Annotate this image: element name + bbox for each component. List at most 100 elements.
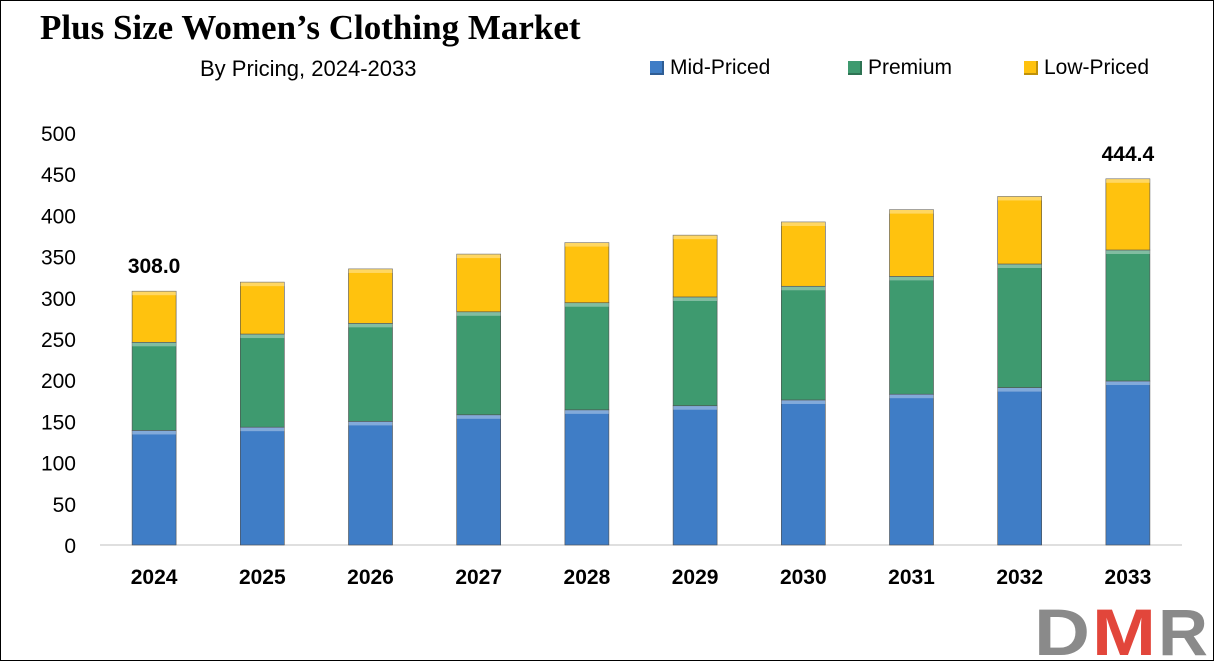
x-tick-label-2024: 2024 <box>131 566 178 589</box>
svg-text:D: D <box>1034 599 1090 659</box>
bar-highlight-low-priced-2030 <box>781 221 826 226</box>
x-tick-label-2033: 2033 <box>1105 566 1152 589</box>
x-tick-label-2025: 2025 <box>239 566 286 589</box>
bar-premium-2029 <box>672 296 718 407</box>
bar-premium-2025 <box>240 333 285 428</box>
y-tick-label-450: 450 <box>41 164 76 187</box>
bar-highlight-mid-priced-2029 <box>673 405 718 410</box>
bar-mid-priced-2031 <box>889 393 934 546</box>
bar-highlight-low-priced-2026 <box>348 268 393 273</box>
bar-premium-2028 <box>564 302 610 411</box>
bar-highlight-mid-priced-2033 <box>1105 381 1150 386</box>
bar-highlight-premium-2029 <box>673 296 718 301</box>
bar-highlight-low-priced-2024 <box>132 291 177 296</box>
bar-mid-priced-2029 <box>672 405 718 546</box>
legend-label-premium: Premium <box>868 56 953 79</box>
bar-highlight-low-priced-2028 <box>564 242 609 247</box>
legend-swatch-low-priced <box>1024 61 1038 75</box>
bar-mid-priced-2033 <box>1105 380 1151 546</box>
bar-mid-priced-2030 <box>780 399 826 546</box>
y-tick-label-250: 250 <box>41 329 76 352</box>
bar-low-priced-2028 <box>564 242 610 304</box>
bar-highlight-low-priced-2031 <box>889 209 934 214</box>
bar-highlight-mid-priced-2031 <box>889 394 934 399</box>
legend-label-low-priced: Low-Priced <box>1044 56 1150 79</box>
bar-highlight-low-priced-2029 <box>673 235 718 240</box>
bar-mid-priced-2032 <box>997 387 1043 546</box>
bar-highlight-mid-priced-2032 <box>997 387 1042 392</box>
bar-mid-priced-2028 <box>564 409 610 546</box>
bar-low-priced-2027 <box>456 253 502 313</box>
bar-mid-priced-2025 <box>240 426 285 546</box>
bar-highlight-premium-2028 <box>564 302 609 307</box>
bar-low-priced-2024 <box>131 290 177 343</box>
bar-highlight-mid-priced-2027 <box>456 414 501 419</box>
bar-low-priced-2026 <box>348 268 393 324</box>
bar-highlight-premium-2032 <box>997 264 1042 269</box>
bar-highlight-premium-2027 <box>456 311 501 316</box>
legend-item-premium: Premium <box>848 56 952 80</box>
chart-title: Plus Size Women’s Clothing Market <box>40 8 581 47</box>
bar-mid-priced-2027 <box>456 414 502 546</box>
y-tick-label-350: 350 <box>41 247 76 270</box>
x-tick-label-2032: 2032 <box>996 566 1043 589</box>
y-tick-label-0: 0 <box>64 535 76 558</box>
x-tick-label-2028: 2028 <box>564 566 611 589</box>
bar-mid-priced-2026 <box>348 421 393 546</box>
bar-highlight-low-priced-2027 <box>456 254 501 259</box>
y-tick-label-200: 200 <box>41 370 76 393</box>
bar-highlight-premium-2026 <box>348 323 393 328</box>
x-tick-label-2029: 2029 <box>672 566 719 589</box>
bar-highlight-premium-2030 <box>781 286 826 291</box>
bar-highlight-mid-priced-2025 <box>240 427 285 432</box>
x-tick-label-2030: 2030 <box>780 566 827 589</box>
bar-premium-2031 <box>889 276 934 395</box>
bar-low-priced-2025 <box>240 281 285 335</box>
bar-highlight-mid-priced-2024 <box>132 430 177 435</box>
bar-highlight-mid-priced-2026 <box>348 421 393 426</box>
legend-item-mid-priced: Mid-Priced <box>650 56 770 80</box>
bar-low-priced-2033 <box>1105 178 1151 251</box>
bar-premium-2030 <box>780 285 826 401</box>
legend-swatch-premium <box>848 61 862 75</box>
svg-text:R: R <box>1158 599 1208 659</box>
bar-low-priced-2032 <box>997 196 1043 265</box>
y-tick-label-100: 100 <box>41 453 76 476</box>
bar-highlight-premium-2033 <box>1105 250 1150 255</box>
bar-low-priced-2029 <box>672 234 718 298</box>
bar-highlight-low-priced-2033 <box>1105 178 1150 183</box>
bar-premium-2024 <box>131 341 177 431</box>
total-label-2033: 444.4 <box>1102 143 1155 166</box>
bar-highlight-mid-priced-2028 <box>564 409 609 414</box>
y-tick-label-50: 50 <box>53 494 76 517</box>
chart-subtitle: By Pricing, 2024-2033 <box>200 56 417 81</box>
dmr-logo: D M R <box>1034 599 1208 659</box>
y-tick-label-500: 500 <box>41 123 76 146</box>
y-tick-label-300: 300 <box>41 288 76 311</box>
bar-premium-2026 <box>348 323 393 422</box>
bar-premium-2033 <box>1105 249 1151 382</box>
y-tick-label-150: 150 <box>41 411 76 434</box>
bar-mid-priced-2024 <box>131 430 177 546</box>
bar-highlight-mid-priced-2030 <box>781 399 826 404</box>
x-tick-label-2031: 2031 <box>888 566 935 589</box>
legend-swatch-mid-priced <box>650 61 664 75</box>
y-tick-label-400: 400 <box>41 205 76 228</box>
bar-premium-2032 <box>997 263 1043 388</box>
bar-premium-2027 <box>456 311 502 416</box>
x-tick-label-2026: 2026 <box>347 566 394 589</box>
bar-highlight-low-priced-2025 <box>240 282 285 287</box>
bar-highlight-premium-2024 <box>132 342 177 347</box>
bar-low-priced-2030 <box>780 221 826 287</box>
legend-item-low-priced: Low-Priced <box>1024 56 1149 80</box>
legend-label-mid-priced: Mid-Priced <box>670 56 771 79</box>
svg-text:M: M <box>1092 599 1156 659</box>
x-tick-label-2027: 2027 <box>455 566 502 589</box>
total-label-2024: 308.0 <box>128 255 181 278</box>
bar-highlight-premium-2025 <box>240 334 285 339</box>
bar-low-priced-2031 <box>889 209 934 277</box>
bar-highlight-low-priced-2032 <box>997 196 1042 201</box>
bar-highlight-premium-2031 <box>889 276 934 281</box>
